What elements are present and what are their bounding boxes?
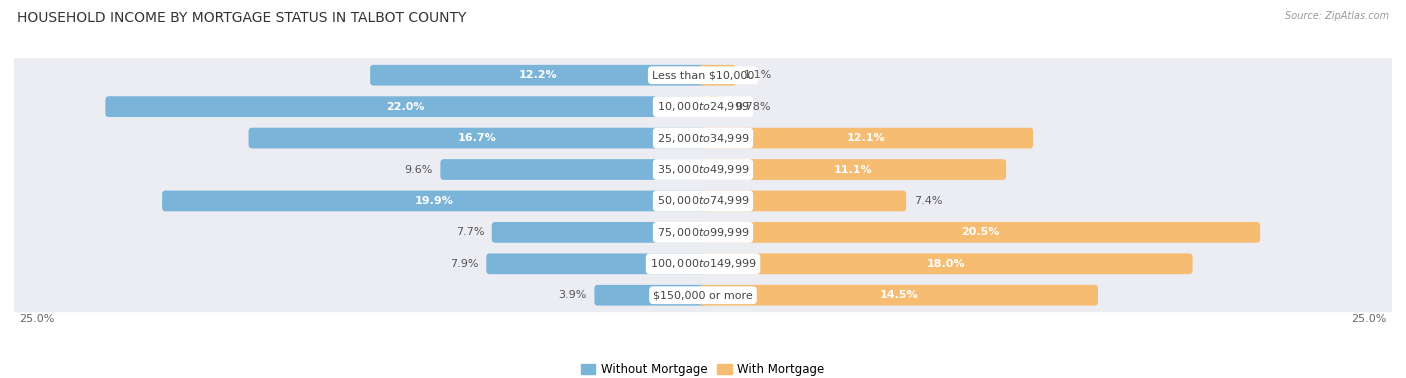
Text: 3.9%: 3.9% [558,290,586,300]
FancyBboxPatch shape [10,278,1396,312]
FancyBboxPatch shape [10,247,1396,281]
Text: HOUSEHOLD INCOME BY MORTGAGE STATUS IN TALBOT COUNTY: HOUSEHOLD INCOME BY MORTGAGE STATUS IN T… [17,11,467,25]
Text: 11.1%: 11.1% [834,164,872,175]
Text: 25.0%: 25.0% [20,314,55,324]
FancyBboxPatch shape [10,58,1396,92]
Legend: Without Mortgage, With Mortgage: Without Mortgage, With Mortgage [576,358,830,378]
FancyBboxPatch shape [700,191,907,211]
Text: 19.9%: 19.9% [415,196,454,206]
Text: 14.5%: 14.5% [880,290,918,300]
FancyBboxPatch shape [370,65,706,85]
FancyBboxPatch shape [440,159,706,180]
FancyBboxPatch shape [10,153,1396,186]
Text: 12.2%: 12.2% [519,70,558,80]
Text: Less than $10,000: Less than $10,000 [652,70,754,80]
FancyBboxPatch shape [700,65,735,85]
FancyBboxPatch shape [249,128,706,149]
FancyBboxPatch shape [700,96,727,117]
FancyBboxPatch shape [595,285,706,305]
Text: $75,000 to $99,999: $75,000 to $99,999 [657,226,749,239]
Text: 9.6%: 9.6% [405,164,433,175]
Text: $25,000 to $34,999: $25,000 to $34,999 [657,132,749,144]
FancyBboxPatch shape [162,191,706,211]
FancyBboxPatch shape [10,90,1396,124]
Text: 7.4%: 7.4% [914,196,942,206]
Text: 18.0%: 18.0% [927,259,966,269]
Text: 20.5%: 20.5% [960,227,1000,237]
Text: Source: ZipAtlas.com: Source: ZipAtlas.com [1285,11,1389,21]
Text: 16.7%: 16.7% [458,133,496,143]
FancyBboxPatch shape [492,222,706,243]
Text: $100,000 to $149,999: $100,000 to $149,999 [650,257,756,270]
Text: 25.0%: 25.0% [1351,314,1386,324]
Text: 1.1%: 1.1% [744,70,772,80]
FancyBboxPatch shape [10,121,1396,155]
FancyBboxPatch shape [700,253,1192,274]
Text: $35,000 to $49,999: $35,000 to $49,999 [657,163,749,176]
FancyBboxPatch shape [700,128,1033,149]
Text: 7.7%: 7.7% [456,227,484,237]
Text: $150,000 or more: $150,000 or more [654,290,752,300]
FancyBboxPatch shape [486,253,706,274]
FancyBboxPatch shape [700,222,1260,243]
Text: $10,000 to $24,999: $10,000 to $24,999 [657,100,749,113]
FancyBboxPatch shape [700,285,1098,305]
Text: 12.1%: 12.1% [848,133,886,143]
FancyBboxPatch shape [700,159,1007,180]
Text: $50,000 to $74,999: $50,000 to $74,999 [657,194,749,208]
Text: 0.78%: 0.78% [735,102,770,112]
Text: 22.0%: 22.0% [387,102,425,112]
FancyBboxPatch shape [10,184,1396,218]
FancyBboxPatch shape [105,96,706,117]
Text: 7.9%: 7.9% [450,259,479,269]
FancyBboxPatch shape [10,215,1396,249]
